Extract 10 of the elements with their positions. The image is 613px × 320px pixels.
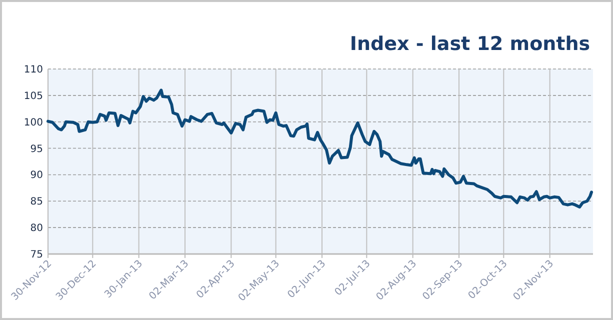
chart-title: Index - last 12 months: [350, 33, 590, 55]
y-tick-label: 90: [30, 170, 43, 182]
line-series: [46, 88, 594, 208]
y-tick-label: 105: [24, 90, 43, 102]
y-tick-label: 80: [30, 223, 43, 234]
y-tick-label: 75: [30, 250, 43, 260]
y-tick-label: 85: [30, 196, 43, 208]
y-tick-label: 100: [24, 117, 43, 128]
y-tick-label: 110: [24, 64, 43, 76]
y-tick-label: 95: [30, 144, 43, 155]
